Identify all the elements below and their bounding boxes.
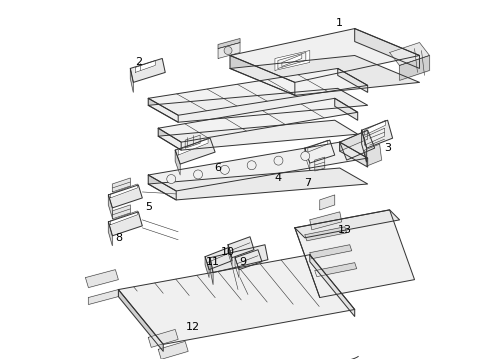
Polygon shape	[210, 245, 268, 273]
Polygon shape	[175, 150, 180, 175]
Polygon shape	[320, 195, 335, 210]
Polygon shape	[315, 157, 325, 171]
Polygon shape	[230, 55, 419, 95]
Circle shape	[220, 165, 229, 174]
Polygon shape	[235, 258, 239, 278]
Polygon shape	[158, 120, 358, 150]
Polygon shape	[205, 248, 232, 270]
Polygon shape	[310, 255, 355, 316]
Polygon shape	[295, 210, 415, 298]
Polygon shape	[305, 140, 335, 163]
Circle shape	[224, 46, 232, 54]
Polygon shape	[310, 212, 342, 230]
Polygon shape	[148, 168, 368, 200]
Polygon shape	[282, 54, 302, 67]
Polygon shape	[108, 222, 112, 246]
Polygon shape	[148, 98, 178, 122]
Text: 3: 3	[384, 143, 391, 153]
Polygon shape	[112, 205, 130, 219]
Polygon shape	[399, 55, 429, 80]
Polygon shape	[210, 258, 213, 285]
Polygon shape	[315, 263, 357, 276]
Text: 4: 4	[274, 173, 281, 183]
Polygon shape	[295, 210, 399, 238]
Polygon shape	[108, 195, 112, 218]
Circle shape	[194, 170, 202, 179]
Polygon shape	[275, 50, 310, 71]
Polygon shape	[305, 148, 310, 170]
Polygon shape	[178, 138, 208, 155]
Text: 8: 8	[115, 233, 122, 243]
Polygon shape	[119, 255, 355, 345]
Polygon shape	[148, 329, 178, 347]
Text: 9: 9	[240, 257, 246, 267]
Polygon shape	[365, 120, 386, 135]
Polygon shape	[218, 39, 240, 49]
Polygon shape	[362, 120, 392, 148]
Circle shape	[167, 175, 176, 184]
Polygon shape	[362, 130, 367, 162]
Polygon shape	[130, 58, 165, 82]
Text: 12: 12	[186, 323, 200, 332]
Polygon shape	[228, 245, 232, 266]
Polygon shape	[218, 42, 240, 58]
Text: 11: 11	[206, 257, 220, 267]
Polygon shape	[365, 128, 385, 145]
Polygon shape	[390, 42, 429, 66]
Polygon shape	[158, 98, 358, 142]
Text: 10: 10	[221, 247, 235, 257]
Circle shape	[301, 152, 310, 161]
Polygon shape	[112, 178, 130, 192]
Polygon shape	[158, 341, 188, 359]
Polygon shape	[130, 68, 133, 92]
Polygon shape	[205, 257, 209, 278]
Polygon shape	[89, 289, 119, 305]
Polygon shape	[230, 55, 295, 95]
Text: 5: 5	[145, 202, 152, 212]
Circle shape	[247, 161, 256, 170]
Polygon shape	[119, 289, 163, 351]
Polygon shape	[335, 98, 358, 120]
Text: 13: 13	[338, 225, 352, 235]
Polygon shape	[308, 140, 328, 152]
Polygon shape	[110, 184, 137, 198]
Text: 2: 2	[135, 58, 142, 67]
Polygon shape	[148, 68, 368, 115]
Polygon shape	[148, 175, 176, 200]
Polygon shape	[340, 142, 368, 167]
Polygon shape	[235, 250, 262, 270]
Polygon shape	[108, 185, 142, 208]
Polygon shape	[175, 138, 215, 164]
Polygon shape	[365, 144, 382, 166]
Polygon shape	[108, 212, 142, 236]
Polygon shape	[230, 28, 419, 82]
Polygon shape	[148, 88, 368, 122]
Polygon shape	[340, 130, 368, 151]
Polygon shape	[85, 270, 119, 288]
Polygon shape	[110, 211, 137, 225]
Polygon shape	[148, 142, 368, 191]
Polygon shape	[340, 130, 375, 160]
Text: 6: 6	[215, 163, 221, 173]
Polygon shape	[355, 28, 419, 68]
Text: 7: 7	[304, 178, 311, 188]
Polygon shape	[185, 135, 200, 148]
Polygon shape	[228, 237, 254, 258]
Polygon shape	[158, 128, 181, 150]
Polygon shape	[305, 227, 347, 241]
Polygon shape	[338, 68, 368, 92]
Polygon shape	[310, 245, 352, 259]
Circle shape	[274, 156, 283, 165]
Polygon shape	[278, 53, 306, 68]
Polygon shape	[135, 60, 155, 72]
Text: 1: 1	[336, 18, 343, 28]
